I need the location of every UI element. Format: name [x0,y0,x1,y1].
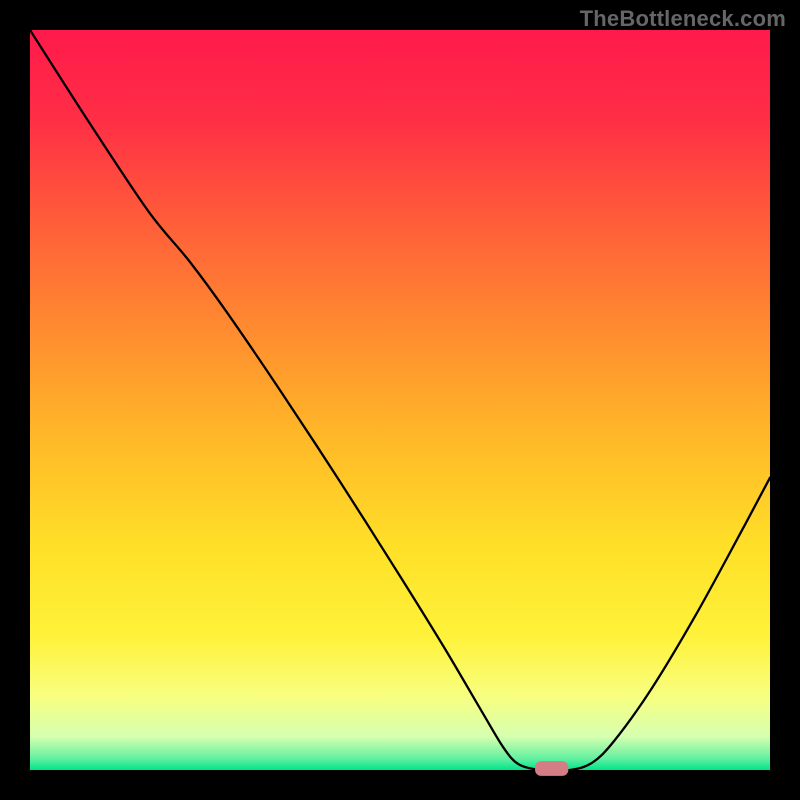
chart-container: TheBottleneck.com [0,0,800,800]
optimal-point-marker [535,761,568,776]
chart-gradient-background [30,30,770,770]
bottleneck-chart [0,0,800,800]
watermark-text: TheBottleneck.com [580,6,786,32]
